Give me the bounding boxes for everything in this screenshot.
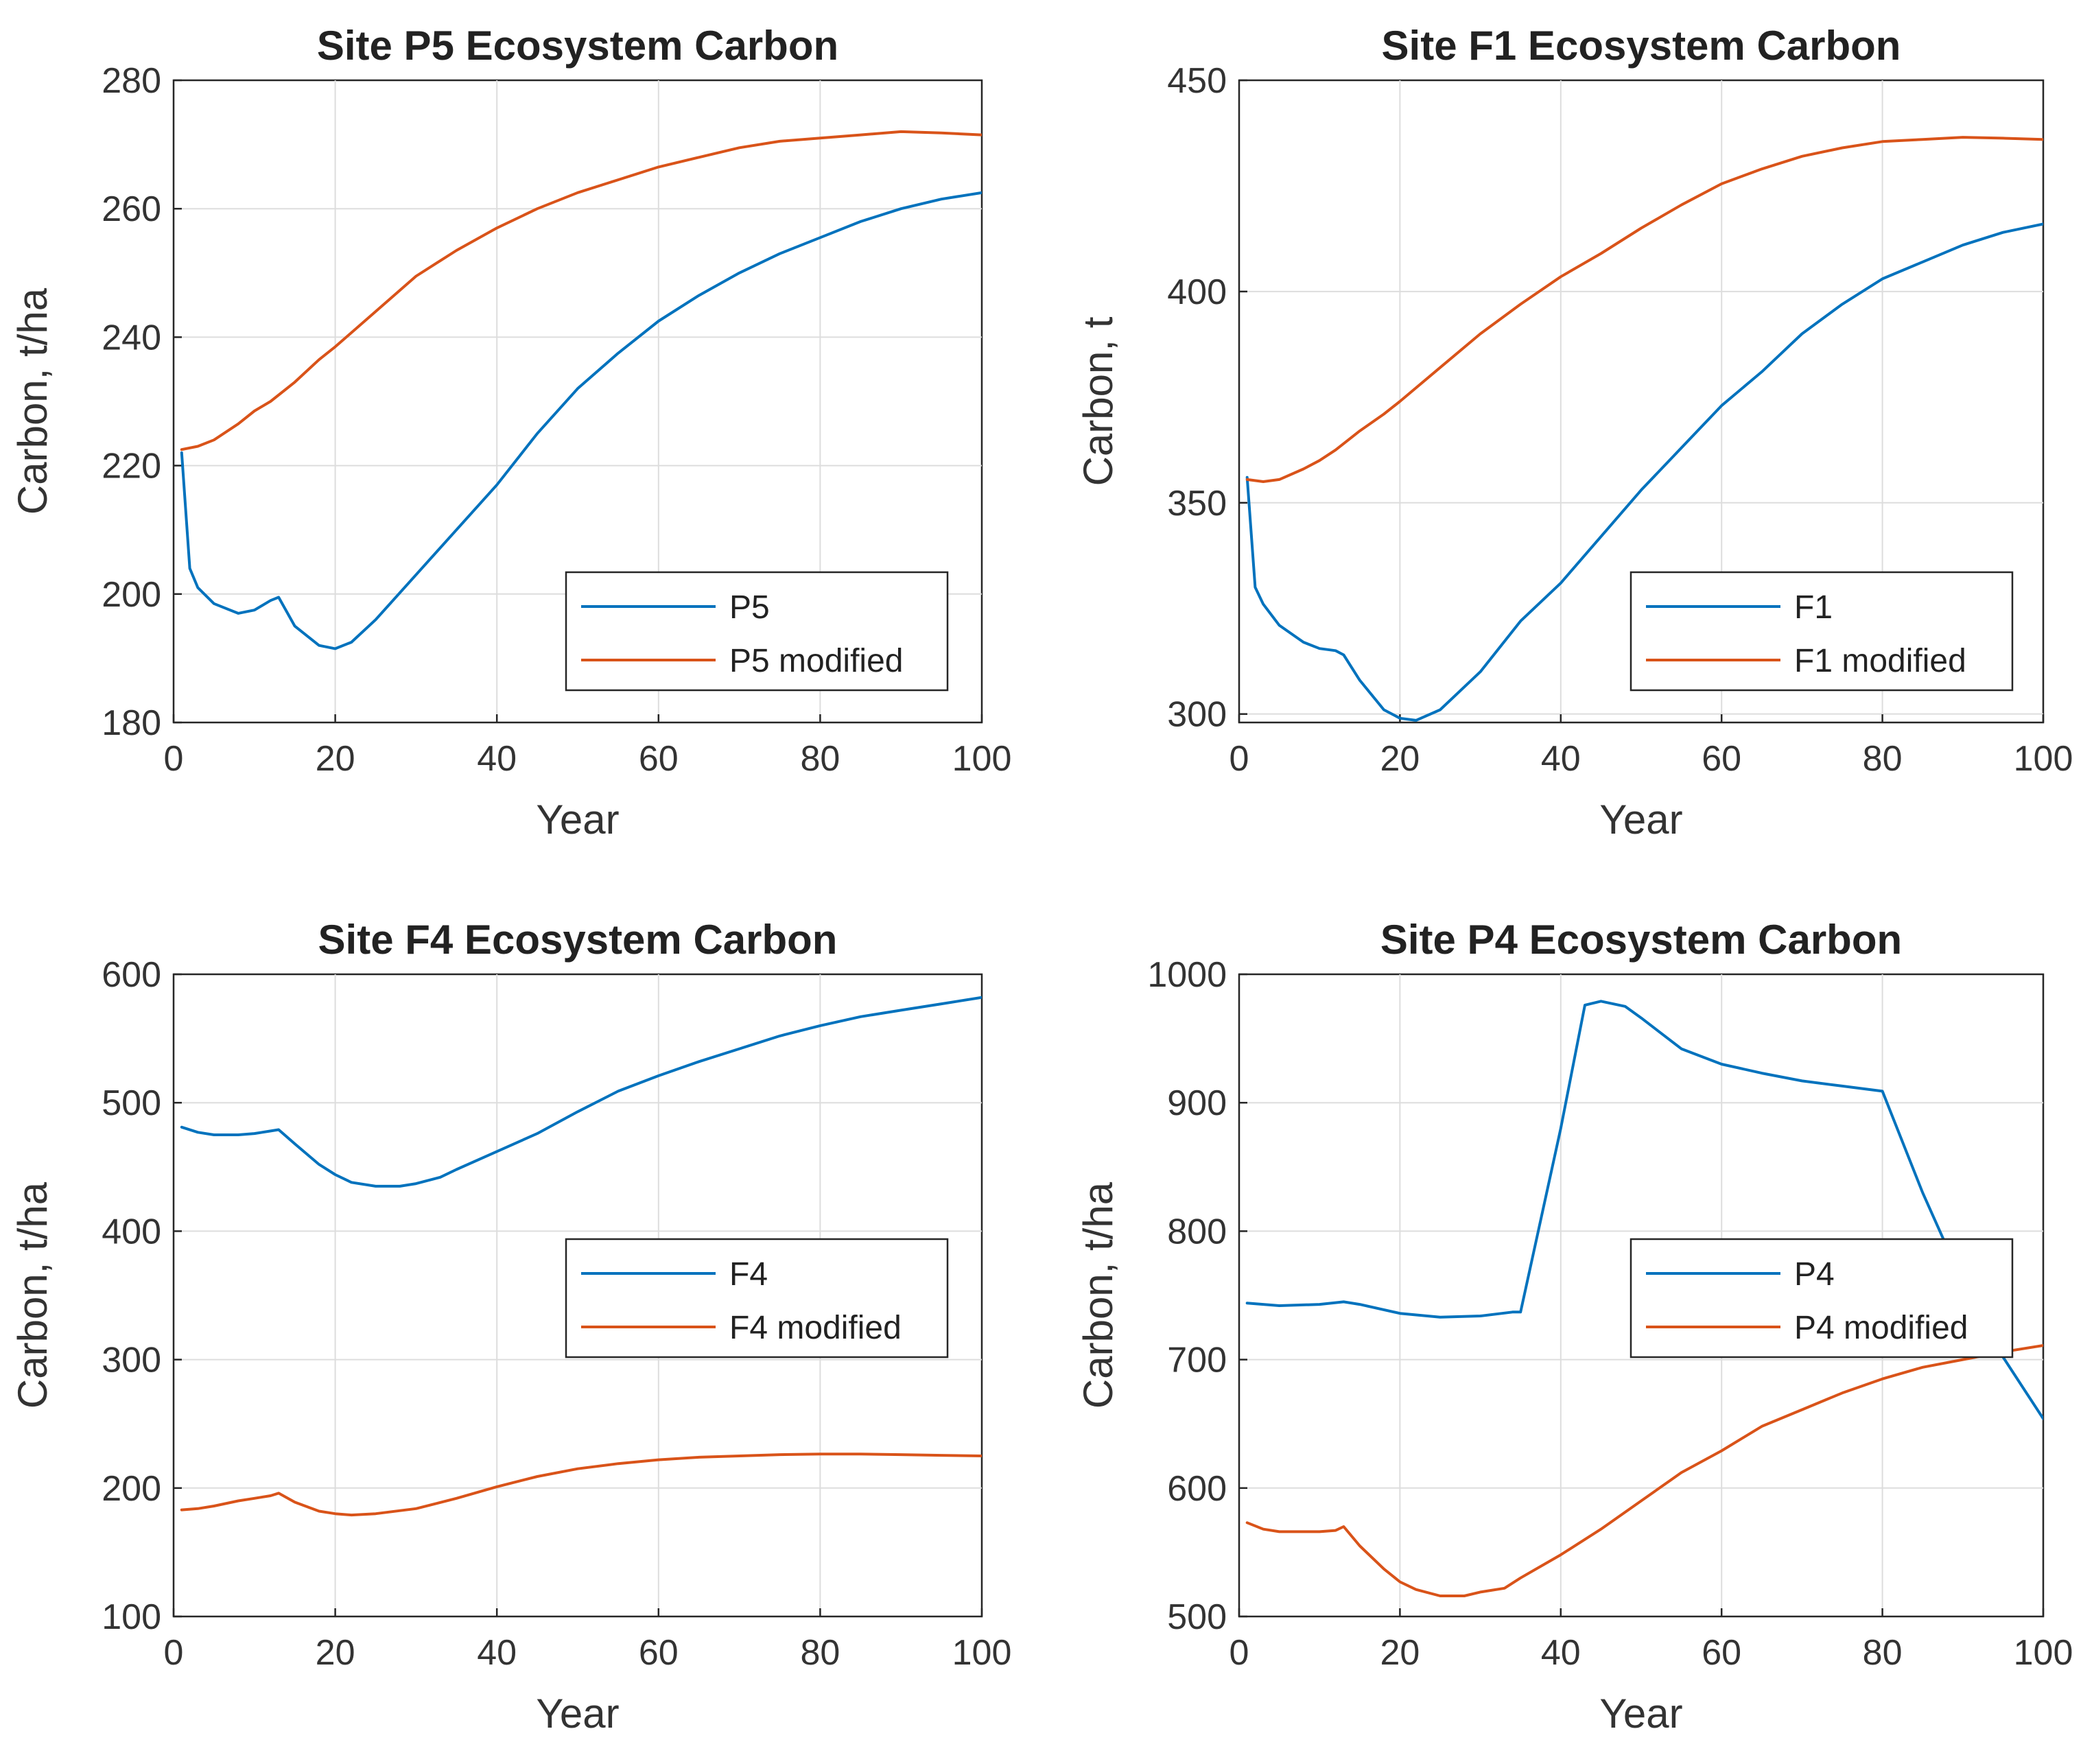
panel-p4: 0 20 40 60 80 100 500 600 700 800 900 1000 Site P4 E… bbox=[1075, 917, 2073, 1737]
x-tick-label: 20 bbox=[316, 739, 355, 779]
plot-area bbox=[1245, 136, 2043, 722]
x-tick-label: 60 bbox=[1702, 1633, 1741, 1673]
y-tick-label: 500 bbox=[1167, 1597, 1227, 1637]
x-tick-label: 80 bbox=[1863, 1633, 1903, 1673]
chart-title: Site F1 Ecosystem Carbon bbox=[1382, 23, 1901, 69]
y-tick-label: 700 bbox=[1167, 1341, 1227, 1380]
series-line-f4 bbox=[180, 996, 982, 1188]
x-axis-label: Year bbox=[1599, 797, 1682, 843]
panel-f1: 0 20 40 60 80 100 300 350 400 450 Site F1 Ecosyste… bbox=[1075, 23, 2073, 843]
legend: P4 P4 modified bbox=[1630, 1238, 2014, 1359]
legend-box bbox=[565, 571, 949, 692]
y-tick-label: 300 bbox=[1167, 695, 1227, 735]
legend: F1 F1 modified bbox=[1630, 571, 2014, 692]
plot-area bbox=[180, 996, 982, 1517]
legend-box bbox=[1630, 571, 2014, 692]
legend-entry: P5 modified bbox=[729, 643, 903, 679]
y-tick-label: 240 bbox=[102, 318, 161, 357]
series-line-f1 bbox=[1245, 222, 2043, 722]
x-tick-label: 20 bbox=[1380, 739, 1420, 779]
y-axis-label: Carbon, t/ha bbox=[10, 287, 56, 515]
y-tick-label: 220 bbox=[102, 447, 161, 486]
legend: F4 F4 modified bbox=[565, 1238, 949, 1359]
x-axis-label: Year bbox=[1599, 1691, 1682, 1737]
legend-entry: P4 bbox=[1794, 1256, 1835, 1293]
x-tick-label: 40 bbox=[477, 1633, 517, 1673]
legend-box bbox=[565, 1238, 949, 1359]
y-tick-label: 280 bbox=[102, 61, 161, 101]
y-axis-label: Carbon, t/ha bbox=[1075, 1181, 1121, 1409]
legend-entry: F1 modified bbox=[1794, 643, 1966, 679]
y-tick-label: 900 bbox=[1167, 1083, 1227, 1123]
x-tick-label: 0 bbox=[164, 1633, 184, 1673]
panel-p5: 0 20 40 60 80 100 180 200 220 240 260 280 Site P5 Ec… bbox=[10, 23, 1011, 843]
x-tick-label: 0 bbox=[164, 739, 184, 779]
x-axis-label: Year bbox=[536, 797, 619, 843]
x-tick-label: 100 bbox=[952, 739, 1012, 779]
series-line-p4 bbox=[1245, 1000, 2043, 1420]
x-tick-label: 20 bbox=[316, 1633, 355, 1673]
legend-entry: F4 bbox=[729, 1256, 768, 1293]
series-line-p4-modified bbox=[1245, 1344, 2043, 1597]
y-tick-label: 800 bbox=[1167, 1212, 1227, 1251]
series-line-p5 bbox=[180, 191, 982, 650]
y-tick-label: 600 bbox=[1167, 1469, 1227, 1509]
x-tick-label: 100 bbox=[2014, 1633, 2073, 1673]
y-tick-label: 260 bbox=[102, 189, 161, 229]
y-tick-label: 400 bbox=[1167, 272, 1227, 312]
chart-title: Site P4 Ecosystem Carbon bbox=[1380, 917, 1902, 963]
y-axis-label: Carbon, t/ha bbox=[10, 1181, 56, 1409]
chart-title: Site P5 Ecosystem Carbon bbox=[317, 23, 838, 69]
plot-area bbox=[180, 130, 982, 650]
y-tick-label: 100 bbox=[102, 1597, 161, 1637]
x-tick-label: 100 bbox=[2014, 739, 2073, 779]
x-axis-label: Year bbox=[536, 1691, 619, 1737]
legend: P5 P5 modified bbox=[565, 571, 949, 692]
y-tick-label: 600 bbox=[102, 955, 161, 995]
x-tick-label: 0 bbox=[1230, 739, 1249, 779]
x-tick-label: 60 bbox=[639, 739, 679, 779]
x-tick-label: 40 bbox=[1541, 1633, 1581, 1673]
plot-area bbox=[1245, 1000, 2043, 1597]
x-tick-label: 80 bbox=[800, 1633, 840, 1673]
y-tick-label: 350 bbox=[1167, 484, 1227, 524]
x-tick-label: 60 bbox=[639, 1633, 679, 1673]
chart-title: Site F4 Ecosystem Carbon bbox=[318, 917, 838, 963]
y-tick-label: 200 bbox=[102, 575, 161, 615]
y-tick-label: 500 bbox=[102, 1083, 161, 1123]
x-tick-label: 80 bbox=[800, 739, 840, 779]
panel-f4: 0 20 40 60 80 100 100 200 300 400 500 600 Site F4 Ec… bbox=[10, 917, 1011, 1737]
y-tick-label: 450 bbox=[1167, 61, 1227, 101]
y-axis-label: Carbon, t bbox=[1075, 316, 1121, 486]
series-line-f1-modified bbox=[1245, 136, 2043, 483]
legend-entry: F4 modified bbox=[729, 1310, 902, 1346]
x-tick-label: 100 bbox=[952, 1633, 1012, 1673]
x-tick-label: 40 bbox=[477, 739, 517, 779]
series-line-p5-modified bbox=[180, 130, 982, 451]
y-tick-label: 200 bbox=[102, 1469, 161, 1509]
legend-entry: P4 modified bbox=[1794, 1310, 1968, 1346]
legend-box bbox=[1630, 1238, 2014, 1359]
x-tick-label: 40 bbox=[1541, 739, 1581, 779]
x-tick-label: 20 bbox=[1380, 1633, 1420, 1673]
legend-entry: P5 bbox=[729, 589, 770, 626]
series-line-f4-modified bbox=[180, 1453, 982, 1517]
y-tick-label: 1000 bbox=[1147, 955, 1227, 995]
x-tick-label: 0 bbox=[1230, 1633, 1249, 1673]
y-tick-label: 400 bbox=[102, 1212, 161, 1251]
legend-entry: F1 bbox=[1794, 589, 1833, 626]
x-tick-label: 60 bbox=[1702, 739, 1741, 779]
x-tick-label: 80 bbox=[1863, 739, 1903, 779]
y-tick-label: 180 bbox=[102, 703, 161, 743]
y-tick-label: 300 bbox=[102, 1341, 161, 1380]
